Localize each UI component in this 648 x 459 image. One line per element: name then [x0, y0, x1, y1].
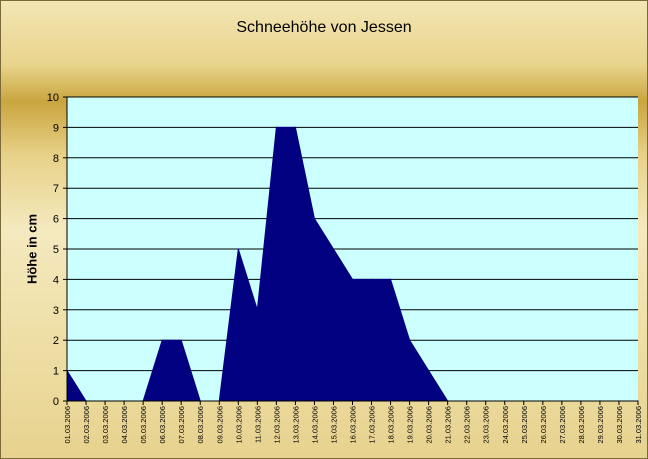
data-point [256, 309, 258, 311]
data-point [351, 278, 354, 280]
x-tick-label: 24.03.2006 [501, 406, 510, 444]
x-tick-label: 05.03.2006 [139, 406, 148, 444]
x-tick-label: 10.03.2006 [234, 406, 243, 444]
x-tick-label: 13.03.2006 [291, 406, 300, 444]
y-tick-label: 9 [53, 122, 59, 134]
x-tick-label: 23.03.2006 [482, 406, 491, 444]
y-tick-label: 10 [47, 92, 59, 104]
x-tick-label: 31.03.2006 [634, 406, 643, 444]
x-tick-label: 07.03.2006 [177, 406, 186, 444]
x-tick-label: 26.03.2006 [539, 406, 548, 444]
y-tick-label: 0 [53, 396, 59, 408]
y-tick-label: 7 [53, 183, 59, 195]
data-point [370, 278, 373, 280]
x-tick-label: 16.03.2006 [349, 406, 358, 444]
data-point [161, 339, 163, 341]
x-tick-label: 15.03.2006 [329, 406, 338, 444]
data-point [180, 339, 182, 341]
x-tick-label: 25.03.2006 [520, 406, 529, 444]
data-point [237, 248, 239, 250]
x-tick-label: 08.03.2006 [196, 406, 205, 444]
x-tick-label: 27.03.2006 [558, 406, 567, 444]
y-tick-label: 6 [53, 214, 59, 226]
x-tick-label: 28.03.2006 [577, 406, 586, 444]
data-point [332, 248, 335, 250]
x-tick-label: 22.03.2006 [463, 406, 472, 444]
data-point [389, 278, 392, 280]
x-tick-label: 21.03.2006 [444, 406, 453, 444]
data-point [294, 126, 296, 128]
x-tick-label: 03.03.2006 [101, 406, 110, 444]
x-tick-label: 20.03.2006 [425, 406, 434, 444]
y-tick-label: 8 [53, 153, 59, 165]
y-tick-label: 3 [53, 305, 59, 317]
x-tick-label: 02.03.2006 [82, 406, 91, 444]
y-tick-label: 4 [53, 274, 59, 286]
data-point [428, 370, 430, 372]
x-tick-label: 30.03.2006 [615, 406, 624, 444]
x-tick-label: 11.03.2006 [253, 406, 262, 443]
x-tick-label: 18.03.2006 [387, 406, 396, 444]
x-tick-label: 06.03.2006 [158, 406, 167, 444]
data-point [275, 126, 277, 128]
data-point [409, 339, 411, 341]
x-tick-label: 14.03.2006 [310, 406, 319, 444]
x-tick-label: 04.03.2006 [120, 406, 129, 444]
y-tick-label: 1 [53, 366, 59, 378]
x-tick-label: 17.03.2006 [368, 406, 377, 444]
x-tick-label: 29.03.2006 [596, 406, 605, 444]
x-tick-label: 12.03.2006 [272, 406, 281, 444]
chart-title: Schneehöhe von Jessen [236, 19, 412, 36]
y-tick-label: 5 [53, 244, 59, 256]
x-tick-label: 01.03.2006 [63, 406, 72, 444]
x-tick-label: 09.03.2006 [215, 406, 224, 444]
y-tick-label: 2 [53, 335, 59, 347]
x-tick-label: 19.03.2006 [406, 406, 415, 444]
data-point [313, 218, 316, 220]
